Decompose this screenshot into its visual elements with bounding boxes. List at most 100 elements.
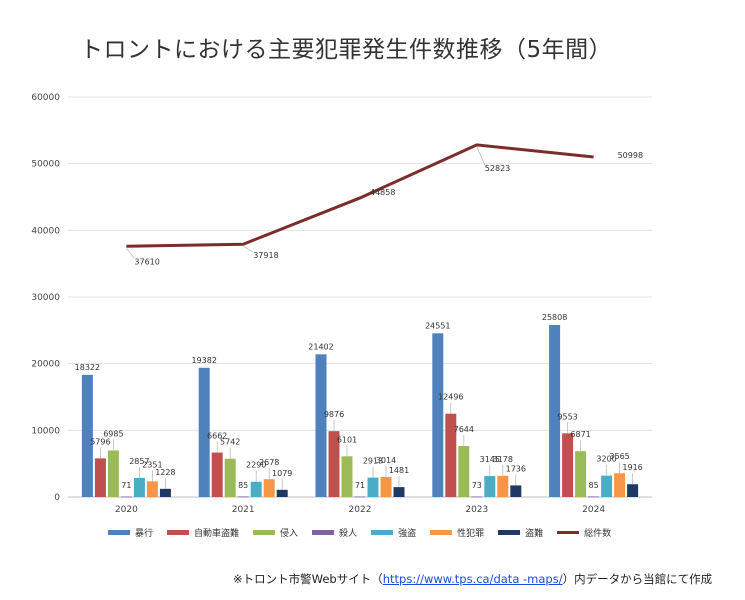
bar-data-label: 18322 xyxy=(75,363,100,372)
bar-data-label: 12496 xyxy=(438,393,463,402)
legend-entry: 総件数 xyxy=(557,526,611,539)
bar-data-label: 5796 xyxy=(90,437,110,446)
bar xyxy=(588,496,600,498)
bar-data-label: 2857 xyxy=(129,457,149,466)
legend-label: 殺人 xyxy=(339,529,358,539)
bar-data-label: 2678 xyxy=(259,458,279,467)
bar xyxy=(380,476,392,497)
bar-data-label: 3014 xyxy=(376,456,396,465)
legend-swatch xyxy=(167,530,190,535)
legend-swatch xyxy=(557,531,580,534)
bar-data-label: 6985 xyxy=(103,429,123,438)
footnote-suffix: ）内データから当館にて作成 xyxy=(562,572,713,586)
bar xyxy=(575,451,587,497)
bar xyxy=(367,477,379,497)
bar-data-label: 2351 xyxy=(142,460,162,469)
bar-data-label: 3178 xyxy=(493,455,513,464)
legend-swatch xyxy=(108,530,130,535)
bar xyxy=(497,475,509,497)
bar-data-label: 6871 xyxy=(570,430,590,439)
bar xyxy=(159,488,171,497)
legend-entry: 自動車盗難 xyxy=(167,526,239,539)
legend-entry: 侵入 xyxy=(253,526,298,539)
bar xyxy=(198,367,210,497)
bar-data-label: 24551 xyxy=(425,321,450,330)
y-tick-label: 0 xyxy=(54,493,60,503)
bar xyxy=(237,496,249,498)
bar xyxy=(211,452,223,497)
bar-data-label: 6101 xyxy=(337,435,357,444)
x-tick-label: 2022 xyxy=(349,505,372,515)
bar xyxy=(107,450,119,497)
bar xyxy=(315,354,327,497)
bar xyxy=(263,479,275,497)
bar xyxy=(393,487,405,497)
y-tick-label: 40000 xyxy=(31,226,60,236)
bar xyxy=(250,481,262,497)
legend-swatch xyxy=(498,530,521,535)
bar-data-label: 7644 xyxy=(454,425,474,434)
legend-swatch xyxy=(253,530,276,535)
bar-data-label: 85 xyxy=(238,481,248,490)
bar xyxy=(341,456,353,497)
bar xyxy=(276,489,288,497)
line-data-label: 37918 xyxy=(253,251,278,260)
y-tick-label: 10000 xyxy=(31,426,60,436)
bar-data-label: 9876 xyxy=(324,410,344,419)
bar-data-label: 1228 xyxy=(155,468,175,477)
chart-title: トロントにおける主要犯罪発生件数推移（5年間） xyxy=(80,37,613,63)
bar-data-label: 6662 xyxy=(207,432,227,441)
y-tick-label: 20000 xyxy=(31,360,60,370)
legend-label: 性犯罪 xyxy=(457,529,485,539)
source-link[interactable]: https://www.tps.ca/data -maps/ xyxy=(382,572,563,586)
bar xyxy=(614,473,626,497)
legend-label: 盗難 xyxy=(525,529,544,539)
bar-data-label: 85 xyxy=(589,481,599,490)
bar xyxy=(328,431,340,497)
legend-swatch xyxy=(312,530,335,535)
bar-data-label: 1916 xyxy=(622,463,642,472)
legend-entry: 性犯罪 xyxy=(430,526,484,539)
bar-data-label: 2290 xyxy=(246,461,266,470)
bar xyxy=(432,333,444,497)
bar xyxy=(224,458,236,497)
legend-label: 総件数 xyxy=(584,529,612,539)
legend-label: 強盗 xyxy=(398,529,417,539)
legend-label: 暴行 xyxy=(135,529,154,539)
legend-swatch xyxy=(371,530,394,535)
x-tick-label: 2023 xyxy=(465,505,488,515)
bar-data-label: 1079 xyxy=(272,469,292,478)
bar xyxy=(562,433,574,497)
data-label-leader xyxy=(126,248,135,259)
legend-label: 自動車盗難 xyxy=(194,529,240,539)
y-tick-label: 60000 xyxy=(31,93,60,103)
bar xyxy=(627,484,639,497)
data-label-leader xyxy=(476,146,486,166)
bar xyxy=(120,496,132,498)
bar-data-label: 3145 xyxy=(480,455,500,464)
x-tick-label: 2020 xyxy=(115,505,138,515)
bar xyxy=(94,458,106,497)
bar-data-label: 3565 xyxy=(609,452,629,461)
bar-data-label: 2913 xyxy=(363,457,383,466)
bar-data-label: 21402 xyxy=(308,342,333,351)
y-tick-label: 50000 xyxy=(31,160,60,170)
line-data-label: 44858 xyxy=(370,188,395,197)
chart-legend: 暴行 自動車盗難 侵入 殺人 強盗 性犯罪 盗難 総件数 xyxy=(108,526,611,539)
x-tick-label: 2021 xyxy=(232,505,255,515)
legend-entry: 殺人 xyxy=(312,526,357,539)
bar xyxy=(81,374,93,497)
legend-swatch xyxy=(430,530,453,535)
bar xyxy=(484,476,496,497)
bar-data-label: 9553 xyxy=(557,412,577,421)
bar xyxy=(471,496,483,498)
bar xyxy=(354,496,366,498)
bar-data-label: 73 xyxy=(472,481,482,490)
bar xyxy=(458,446,470,497)
bar-data-label: 71 xyxy=(355,481,365,490)
source-footnote: ※トロント市警Webサイト（https://www.tps.ca/data -m… xyxy=(233,571,712,587)
x-tick-label: 2024 xyxy=(582,505,605,515)
footnote-prefix: ※トロント市警Webサイト（ xyxy=(233,572,383,586)
bar-data-label: 19382 xyxy=(191,356,216,365)
